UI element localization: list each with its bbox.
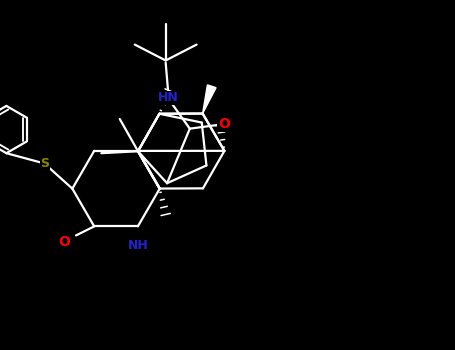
Text: O: O xyxy=(218,117,230,131)
Text: HN: HN xyxy=(157,91,178,104)
Text: O: O xyxy=(59,235,71,249)
Text: NH: NH xyxy=(127,239,148,252)
Polygon shape xyxy=(202,85,216,113)
Text: S: S xyxy=(40,157,50,170)
